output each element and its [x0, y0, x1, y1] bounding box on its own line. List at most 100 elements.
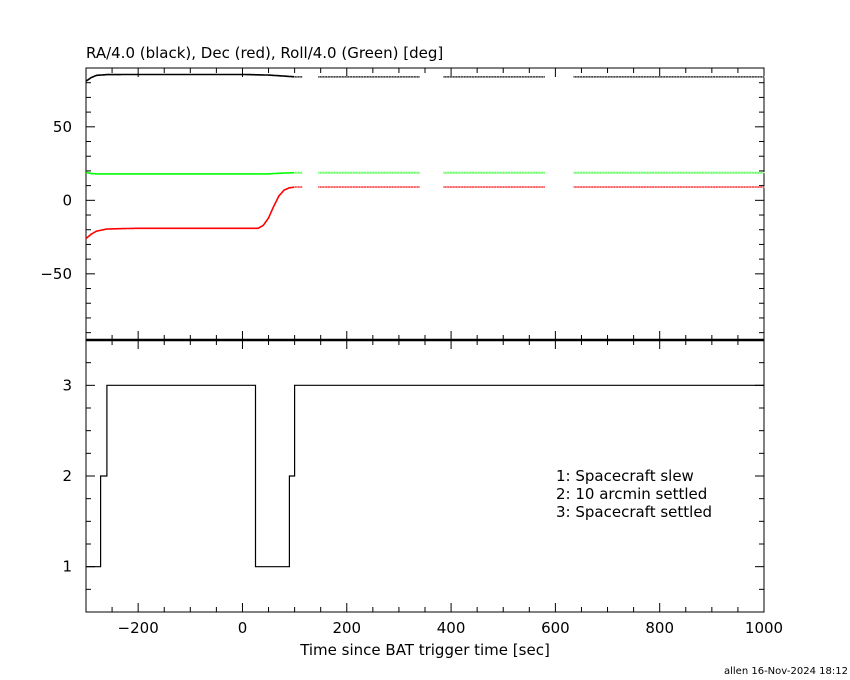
dot-gap: [489, 76, 491, 78]
dot-gap: [644, 76, 646, 78]
dot-gap: [689, 172, 691, 174]
dot-gap: [597, 186, 599, 188]
dot-gap: [344, 76, 346, 78]
dot-gap: [353, 172, 355, 174]
dot-gap: [761, 186, 763, 188]
dot-gap: [320, 172, 322, 174]
dot-gap: [373, 172, 375, 174]
dot-gap: [694, 186, 696, 188]
dot-gap: [689, 186, 691, 188]
dot-gap: [497, 76, 499, 78]
dot-gap: [461, 76, 463, 78]
dot-gap: [641, 172, 643, 174]
dot-gap: [475, 186, 477, 188]
dot-gap: [409, 186, 411, 188]
dot-gap: [585, 172, 587, 174]
dot-gap: [378, 172, 380, 174]
dot-gap: [470, 76, 472, 78]
dot-gap: [641, 76, 643, 78]
dot-gap: [758, 186, 760, 188]
dot-gap: [345, 76, 347, 78]
dot-gap: [417, 76, 419, 78]
dot-gap: [445, 76, 447, 78]
dot-gap: [528, 172, 530, 174]
dot-gap: [522, 172, 524, 174]
dot-gap: [478, 172, 480, 174]
dot-gap: [326, 172, 328, 174]
dot-gap: [452, 172, 454, 174]
dot-gap: [301, 186, 303, 188]
status-ytick-label: 1: [62, 558, 72, 576]
dot-gap: [298, 172, 300, 174]
dot-gap: [481, 172, 483, 174]
dot-gap: [298, 186, 300, 188]
dot-gap: [467, 76, 469, 78]
dot-gap: [319, 172, 321, 174]
dot-gap: [480, 172, 482, 174]
dot-gap: [632, 186, 634, 188]
dot-gap: [744, 172, 746, 174]
dot-gap: [331, 172, 333, 174]
dot-gap: [398, 76, 400, 78]
dot-gap: [348, 172, 350, 174]
dot-gap: [674, 186, 676, 188]
dot-gap: [539, 172, 541, 174]
dot-gap: [627, 186, 629, 188]
dot-gap: [691, 76, 693, 78]
dot-gap: [730, 172, 732, 174]
dot-gap: [395, 76, 397, 78]
dot-gap: [494, 172, 496, 174]
dot-gap: [622, 172, 624, 174]
dot-gap: [455, 172, 457, 174]
dot-gap: [524, 76, 526, 78]
dot-gap: [592, 186, 594, 188]
dot-gap: [633, 172, 635, 174]
dot-gap: [347, 172, 349, 174]
dot-gap: [621, 172, 623, 174]
dot-gap: [674, 172, 676, 174]
dot-gap: [721, 186, 723, 188]
dot-gap: [716, 172, 718, 174]
dot-gap: [583, 76, 585, 78]
dot-gap: [499, 172, 501, 174]
dot-gap: [356, 172, 358, 174]
dot-gap: [699, 76, 701, 78]
dot-gap: [347, 186, 349, 188]
dot-gap: [317, 76, 319, 78]
dot-gap: [499, 186, 501, 188]
dot-gap: [622, 186, 624, 188]
dot-gap: [386, 172, 388, 174]
dot-gap: [408, 76, 410, 78]
dot-gap: [650, 186, 652, 188]
dot-gap: [511, 172, 513, 174]
dot-gap: [525, 186, 527, 188]
dot-gap: [672, 186, 674, 188]
dot-gap: [752, 172, 754, 174]
dot-gap: [541, 186, 543, 188]
dot-gap: [372, 76, 374, 78]
dot-gap: [679, 186, 681, 188]
dot-gap: [696, 186, 698, 188]
dot-gap: [758, 172, 760, 174]
dot-gap: [461, 186, 463, 188]
dot-gap: [755, 172, 757, 174]
dot-gap: [686, 76, 688, 78]
dot-gap: [472, 186, 474, 188]
dot-gap: [320, 186, 322, 188]
dot-gap: [586, 186, 588, 188]
dot-gap: [442, 172, 444, 174]
dot-gap: [672, 172, 674, 174]
dot-gap: [682, 186, 684, 188]
dot-gap: [655, 76, 657, 78]
dot-gap: [503, 172, 505, 174]
dec-line: [85, 186, 764, 240]
attitude-ytick-label: 50: [53, 118, 72, 136]
dot-gap: [524, 172, 526, 174]
dot-gap: [740, 186, 742, 188]
dot-gap: [449, 186, 451, 188]
dot-gap: [533, 172, 535, 174]
dot-gap: [377, 76, 379, 78]
dot-gap: [531, 76, 533, 78]
dot-gap: [477, 172, 479, 174]
dot-gap: [603, 172, 605, 174]
